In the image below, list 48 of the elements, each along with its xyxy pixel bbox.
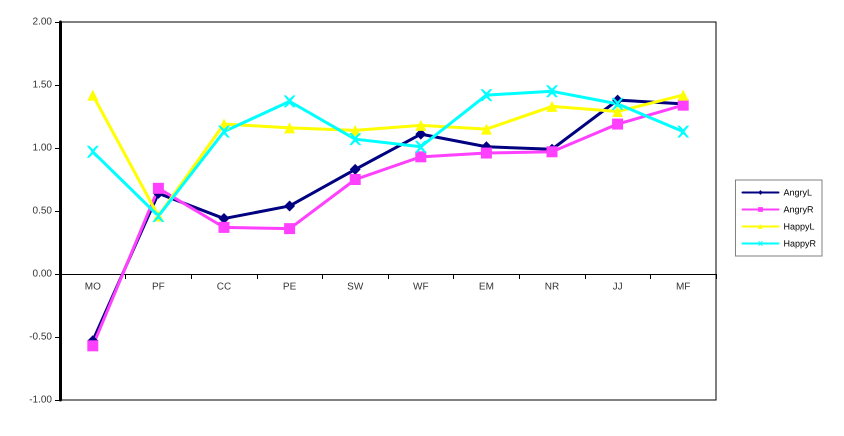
x-tick-label: EM (478, 282, 494, 292)
point (612, 118, 624, 130)
point (415, 120, 426, 131)
y-tick-label: 1.50 (32, 80, 52, 90)
x-tick-label: PE (282, 282, 297, 292)
point (612, 106, 624, 117)
point (87, 340, 98, 352)
point (677, 126, 690, 138)
point (152, 182, 164, 194)
legend-label: HappyL (783, 222, 815, 232)
x-tick-label: MF (676, 282, 690, 292)
point (218, 222, 230, 233)
x-tick-label: MO (84, 282, 102, 292)
point (678, 90, 689, 101)
x-tick-label: PF (152, 282, 165, 292)
point (218, 126, 230, 138)
y-tick-label: 0.00 (32, 268, 52, 280)
point (349, 133, 362, 146)
y-tick-label: 2.00 (32, 16, 52, 28)
legend-label: AngryL (783, 188, 812, 198)
point (284, 200, 296, 212)
y-tick-label: -1.00 (29, 394, 52, 406)
x-tick-label: CC (216, 282, 232, 292)
y-tick-label: 0.50 (32, 206, 52, 216)
point (284, 95, 296, 108)
x-tick-label: JJ (612, 282, 623, 292)
point (415, 151, 426, 162)
x-tick-label: NR (544, 282, 560, 292)
x-tick-label: WF (413, 282, 429, 292)
point (480, 89, 492, 102)
point (414, 140, 427, 153)
point (87, 90, 98, 101)
point (546, 100, 558, 112)
point (546, 85, 558, 98)
point (546, 146, 558, 158)
point (350, 174, 361, 185)
y-tick-label: 1.00 (32, 142, 52, 154)
point (612, 98, 624, 110)
point (480, 124, 492, 135)
legend-label: HappyR (783, 238, 816, 248)
point (284, 122, 296, 134)
y-tick-label: -0.50 (29, 332, 52, 342)
point (86, 146, 99, 158)
point (350, 164, 361, 175)
point (284, 223, 296, 234)
x-tick-label: SW (347, 282, 364, 292)
point (480, 148, 492, 159)
legend-label: AngryR (783, 204, 814, 214)
